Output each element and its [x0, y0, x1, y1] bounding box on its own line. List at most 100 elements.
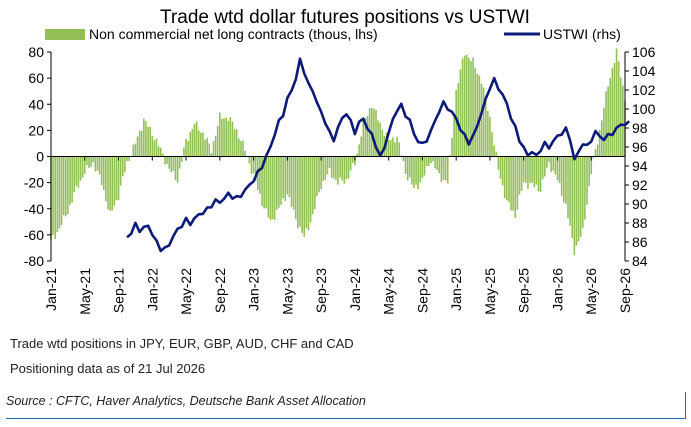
position-bar: [155, 138, 158, 157]
position-bar: [337, 156, 339, 185]
x-tick-label: Sep-26: [617, 268, 633, 313]
legend-label-ustwi: USTWI (rhs): [543, 26, 621, 42]
position-bar: [60, 156, 63, 226]
position-bar: [474, 67, 476, 157]
position-bar: [461, 58, 464, 157]
left-y-tick-label: -80: [24, 253, 44, 269]
position-bar: [159, 147, 162, 157]
source-note: Source : CFTC, Haver Analytics, Deutsche…: [6, 394, 366, 408]
position-bar: [200, 132, 202, 157]
right-y-tick-label: 100: [632, 101, 656, 117]
position-bar: [482, 87, 485, 157]
position-bar: [328, 156, 331, 168]
position-bar: [516, 156, 519, 210]
position-bar: [140, 130, 143, 157]
position-bar: [404, 156, 407, 174]
position-bar: [362, 119, 365, 157]
position-bar: [297, 156, 299, 229]
x-tick-label: May-26: [583, 268, 599, 315]
position-bar: [227, 120, 230, 157]
position-bar: [311, 156, 314, 214]
position-bar: [508, 156, 510, 203]
position-bar: [619, 77, 622, 157]
position-bar: [204, 139, 206, 157]
position-bar: [136, 136, 139, 157]
position-bar: [427, 156, 430, 166]
position-bar: [495, 151, 498, 157]
position-bar: [394, 142, 396, 157]
left-y-axis-labels: -80 -60 -40 -20 0 20 40 60 80: [24, 44, 51, 269]
position-bar: [278, 156, 280, 208]
position-bar: [539, 156, 542, 193]
position-bar: [417, 156, 419, 190]
left-y-tick-label: 20: [28, 122, 44, 138]
position-bar: [109, 156, 111, 211]
position-bar: [143, 118, 145, 157]
position-bar: [548, 156, 550, 163]
left-y-tick-label: 40: [28, 96, 44, 112]
position-bar: [105, 156, 107, 202]
left-y-tick-label: 0: [36, 149, 44, 165]
position-bar: [185, 138, 187, 157]
position-bar: [506, 156, 508, 201]
position-bar: [434, 156, 436, 169]
x-tick-label: Jan-24: [347, 268, 363, 311]
position-bar: [518, 156, 521, 195]
position-bar: [126, 156, 128, 162]
position-bar: [303, 156, 306, 237]
position-bar: [117, 156, 120, 201]
position-bar: [339, 156, 341, 178]
position-bar: [463, 55, 466, 157]
position-bar: [267, 156, 270, 218]
right-y-tick-label: 98: [632, 120, 648, 136]
position-bar: [231, 121, 234, 157]
position-bar: [522, 156, 525, 183]
left-y-tick-label: -20: [24, 175, 44, 191]
position-bar: [594, 149, 597, 157]
position-bar: [229, 117, 232, 157]
position-bar: [305, 156, 308, 229]
position-bar: [586, 156, 588, 205]
position-bar: [250, 156, 253, 174]
position-bar: [436, 156, 438, 171]
position-bar: [400, 155, 403, 157]
right-y-tick-label: 106: [632, 44, 656, 60]
position-bar: [560, 156, 563, 196]
position-bar: [316, 156, 318, 197]
position-bar: [563, 156, 565, 203]
position-bar: [81, 156, 84, 178]
position-bar: [501, 156, 504, 186]
position-bar: [206, 137, 208, 157]
x-tick-label: Jan-22: [144, 268, 160, 311]
position-bar: [107, 156, 109, 210]
position-bar: [581, 156, 584, 228]
position-bar: [128, 156, 130, 161]
position-bar: [503, 156, 506, 199]
position-bar: [484, 95, 487, 157]
position-bar: [544, 156, 546, 177]
position-bar: [527, 156, 529, 189]
position-bar: [514, 156, 517, 218]
position-bar: [183, 147, 185, 157]
position-bar: [398, 142, 400, 157]
position-bar: [444, 156, 447, 181]
position-bar: [613, 63, 616, 157]
position-bar: [438, 156, 441, 174]
x-axis-labels: Jan-21 May-21 Sep-21 Jan-22 May-22 Sep-22 Jan-…: [43, 268, 633, 315]
position-bar: [212, 141, 215, 157]
position-bar: [113, 156, 116, 206]
position-bar: [166, 156, 168, 164]
position-bar: [354, 156, 356, 166]
position-bar: [446, 156, 449, 184]
right-y-tick-label: 84: [632, 253, 648, 269]
x-tick-label: Sep-22: [212, 268, 228, 313]
position-bar: [276, 156, 278, 210]
position-bar: [411, 156, 413, 185]
position-bar: [86, 156, 88, 165]
position-bar: [58, 156, 61, 229]
position-bar: [273, 156, 276, 220]
position-bar: [392, 137, 394, 157]
position-bar: [571, 156, 574, 238]
position-bar: [115, 156, 118, 201]
position-bar: [124, 156, 126, 173]
